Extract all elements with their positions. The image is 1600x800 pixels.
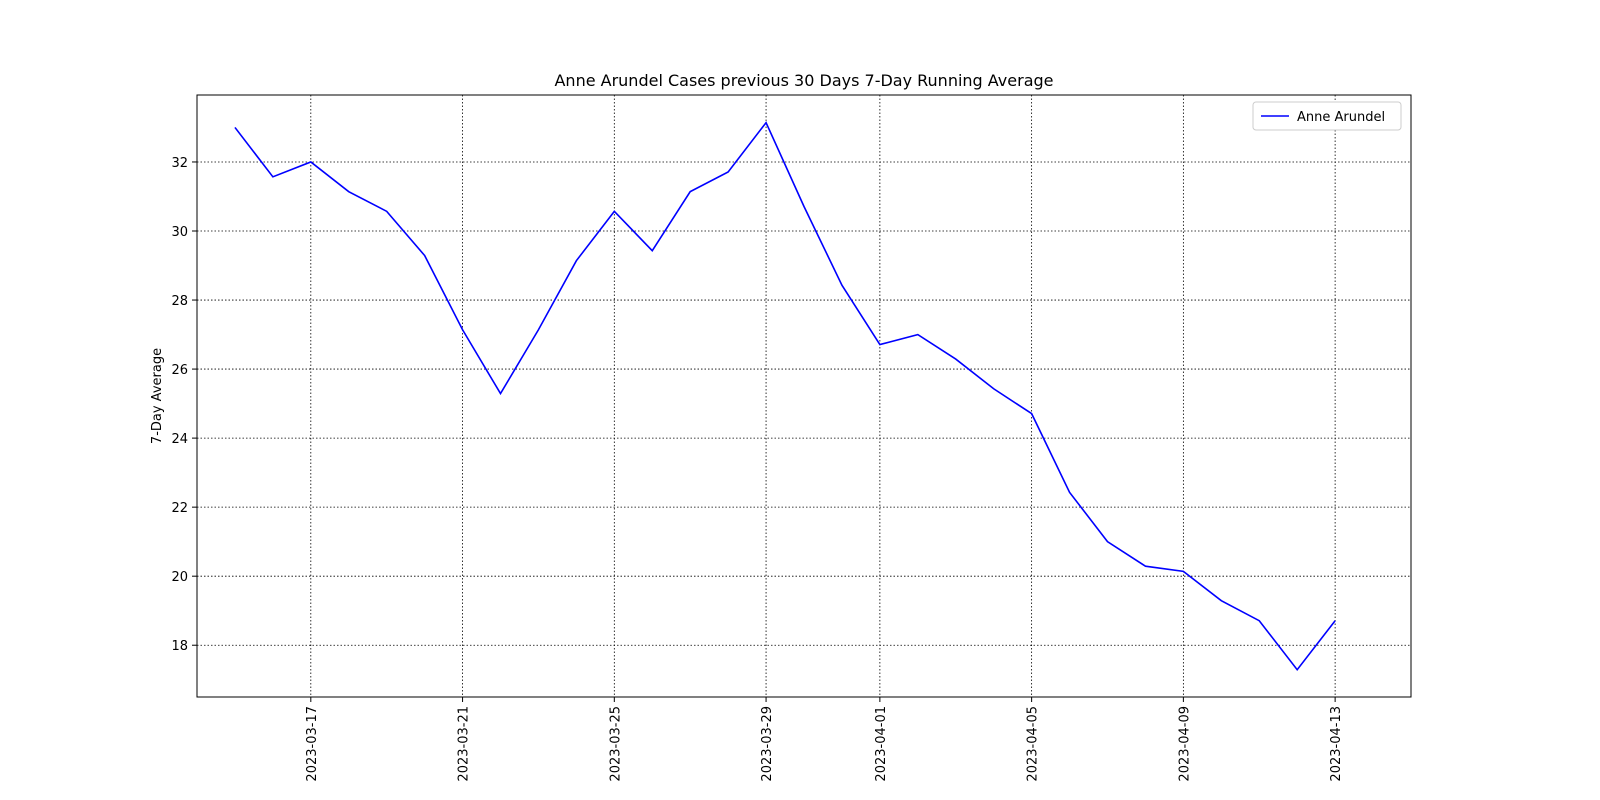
x-tick-label: 2023-04-05 <box>1026 706 1041 782</box>
data-line <box>234 121 1336 672</box>
y-axis-label: 7-Day Average <box>150 348 165 444</box>
x-tick-label: 2023-04-09 <box>1177 706 1192 782</box>
y-tick-label: 24 <box>171 432 188 447</box>
legend-box <box>1252 101 1402 131</box>
legend-label: Anne Arundel <box>1297 110 1385 125</box>
chart-title: Anne Arundel Cases previous 30 Days 7-Da… <box>554 71 1053 90</box>
x-tick-label: 2023-03-17 <box>305 706 320 782</box>
x-tick-label: 2023-04-01 <box>874 706 889 782</box>
x-tick-label: 2023-03-25 <box>608 706 623 782</box>
y-tick-label: 20 <box>171 570 188 585</box>
x-tick-label: 2023-03-21 <box>457 706 472 782</box>
y-tick-label: 28 <box>171 294 188 309</box>
x-tick-label: 2023-04-13 <box>1329 706 1344 782</box>
y-tick-label: 30 <box>171 225 188 240</box>
y-tick-label: 32 <box>171 156 188 171</box>
y-tick-label: 26 <box>171 363 188 378</box>
x-tick-label: 2023-03-29 <box>760 706 775 782</box>
y-tick-label: 18 <box>171 639 188 654</box>
plot-frame <box>196 94 1412 698</box>
y-tick-label: 22 <box>171 501 188 516</box>
